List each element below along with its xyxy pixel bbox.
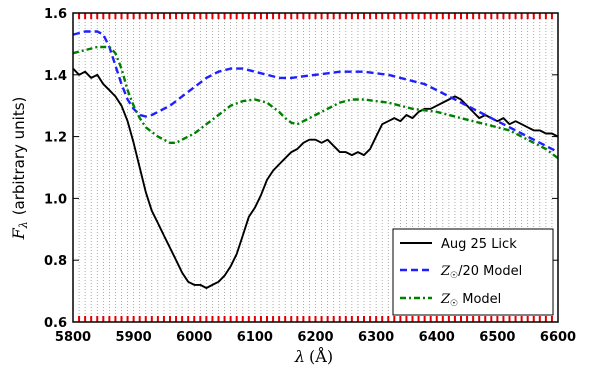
x-tick-labels: 5800 5900 6000 6100 6200 6300 6400 6500 6600 [55,330,576,345]
legend-zsun-rest: Model [458,292,501,307]
legend: Aug 25 Lick Z☉/20 Model Z☉ Model [392,228,554,316]
x-tick-label: 6100 [237,330,273,345]
y-tick-label: 1.6 [44,7,67,22]
x-axis-unit: (Å) [309,346,333,366]
series-lines [72,30,559,289]
legend-box [392,228,554,316]
y-axis-label: Fλ (arbitrary units) [9,97,30,241]
x-tick-label: 6000 [176,330,212,345]
series-line-0 [72,67,559,289]
legend-label-lick: Aug 25 Lick [441,237,517,252]
legend-z20-sub: ☉ [450,271,458,281]
legend-zsun-sub: ☉ [450,299,458,309]
x-axis-label: λ (Å) [294,346,333,366]
x-tick-label: 5900 [116,330,152,345]
y-tick-label: 0.6 [44,316,67,331]
legend-zsun-symbol: Z [440,292,451,307]
x-tick-label: 6500 [479,330,515,345]
series-line-1 [72,30,559,154]
y-axis-text: (arbitrary units) [10,97,28,216]
plot-frame [72,12,559,323]
axis-ticks [73,12,558,323]
x-tick-label: 6300 [358,330,394,345]
x-tick-label: 6600 [540,330,576,345]
y-tick-labels: 0.6 0.8 1.0 1.2 1.4 1.6 [44,7,67,331]
x-tick-label: 5800 [55,330,91,345]
legend-label-zsun: Z☉ Model [440,292,501,309]
series-line-2 [72,45,559,160]
legend-label-z20: Z☉/20 Model [440,264,522,281]
x-tick-label: 6200 [297,330,333,345]
y-tick-label: 1.0 [44,192,67,207]
y-tick-label: 1.2 [44,131,67,146]
y-tick-label: 0.8 [44,254,67,269]
legend-z20-symbol: Z [440,264,451,279]
vertical-grid [78,13,553,322]
y-axis-subscript: λ [17,221,30,229]
legend-z20-rest: /20 Model [458,264,522,279]
x-tick-label: 6400 [419,330,455,345]
y-tick-label: 1.4 [44,69,67,84]
x-axis-symbol: λ [294,347,305,366]
y-axis-symbol: F [9,227,28,240]
